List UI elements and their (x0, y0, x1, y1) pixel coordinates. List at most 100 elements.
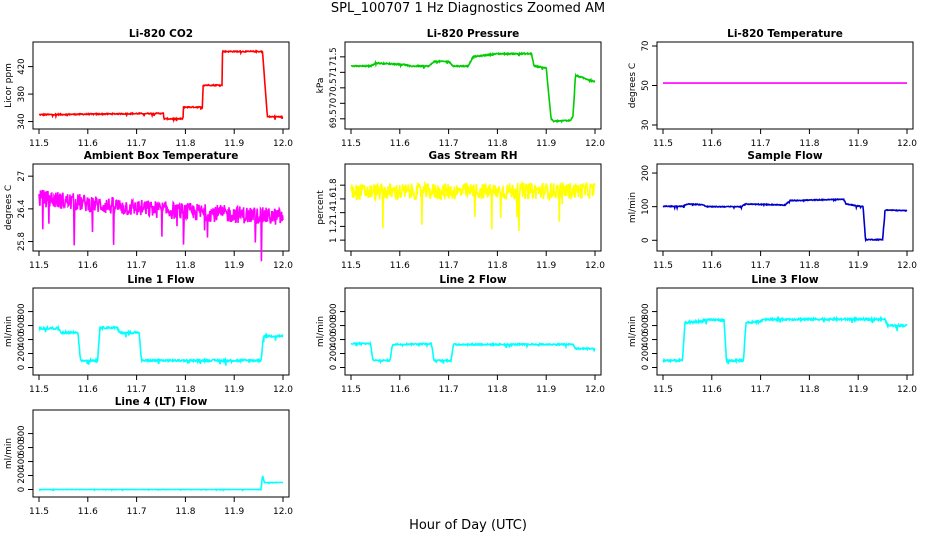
x-tick-label: 11.7 (439, 139, 459, 149)
chart-title: Ambient Box Temperature (84, 150, 239, 162)
x-tick-label: 11.8 (487, 261, 507, 271)
series-line (662, 315, 908, 365)
x-tick-label: 11.6 (78, 507, 98, 517)
chart-title: Line 1 Flow (127, 274, 194, 286)
series-line (350, 179, 596, 232)
x-tick-label: 11.7 (127, 261, 147, 271)
x-tick-label: 11.5 (341, 261, 361, 271)
x-tick-label: 11.6 (390, 261, 410, 271)
chart-title: Line 3 Flow (751, 274, 818, 286)
chart-panel: Sample Flow ml/min 11.5 11.6 11.7 11.8 11.9 12.… (628, 150, 917, 271)
x-tick-label: 11.6 (702, 139, 722, 149)
y-tick-label: 70 (329, 98, 339, 109)
y-tick-label: 200 (641, 345, 651, 361)
y-tick-label: 0 (17, 365, 27, 370)
x-tick-label: 11.5 (29, 139, 49, 149)
y-tick-label: 1.6 (329, 192, 339, 206)
chart-panel: Ambient Box Temperature degrees C 11.5 11.6… (4, 150, 293, 271)
y-tick-label: 800 (17, 425, 27, 441)
y-tick-label: 200 (17, 467, 27, 483)
plot-frame (344, 163, 602, 252)
x-tick-label: 11.8 (799, 139, 819, 149)
y-tick-label: 340 (17, 113, 27, 129)
x-tick-label: 12.0 (273, 507, 293, 517)
x-tick-label: 11.7 (439, 261, 459, 271)
y-tick-label: 25.8 (17, 232, 27, 251)
x-tick-label: 11.8 (799, 385, 819, 395)
x-tick-label: 11.6 (702, 385, 722, 395)
x-tick-label: 12.0 (897, 139, 917, 149)
x-tick-label: 11.7 (439, 385, 459, 395)
y-tick-label: 600 (329, 317, 339, 333)
plot-frame (32, 287, 290, 376)
y-tick-label: 71 (329, 67, 339, 78)
y-axis-label: degrees C (628, 63, 638, 108)
x-tick-label: 11.7 (127, 139, 147, 149)
series-line (38, 189, 284, 262)
series-line (350, 51, 596, 124)
x-tick-label: 12.0 (273, 261, 293, 271)
chart-panel: Li-820 CO2 Licor ppm 11.5 11.6 11.7 11.8 11.9 1… (4, 28, 293, 149)
series-line (662, 197, 908, 243)
y-tick-label: 27 (17, 171, 27, 182)
x-tick-label: 11.9 (536, 139, 556, 149)
x-tick-label: 11.6 (78, 139, 98, 149)
y-tick-label: 600 (641, 317, 651, 333)
y-tick-label: 0 (329, 365, 339, 370)
y-tick-label: 50 (641, 80, 651, 91)
x-tick-label: 11.5 (653, 139, 673, 149)
y-axis-label: ml/min (4, 438, 14, 469)
chart-panel: Line 4 (LT) Flow ml/min 11.5 11.6 11.7 11.8 11… (4, 396, 293, 517)
chart-title: Li-820 CO2 (129, 28, 193, 40)
plot-frame (32, 41, 290, 130)
y-tick-label: 69.5 (329, 109, 339, 128)
chart-panel: Li-820 Pressure kPa 11.5 11.6 11.7 11.8 11.9 12… (316, 28, 605, 149)
chart-title: Gas Stream RH (428, 150, 517, 162)
y-tick-label: 0 (641, 365, 651, 370)
figure-x-axis-label: Hour of Day (UTC) (409, 518, 527, 533)
x-tick-label: 12.0 (273, 139, 293, 149)
y-tick-label: 400 (17, 453, 27, 469)
y-tick-label: 1.4 (329, 206, 339, 220)
y-axis-label: percent (316, 190, 326, 225)
x-tick-label: 11.6 (390, 139, 410, 149)
x-tick-label: 12.0 (897, 385, 917, 395)
y-tick-label: 26.4 (17, 199, 27, 218)
y-tick-label: 400 (17, 331, 27, 347)
chart-title: Line 4 (LT) Flow (115, 396, 208, 408)
x-tick-label: 11.8 (487, 385, 507, 395)
series-line (38, 475, 284, 492)
plot-frame (344, 287, 602, 376)
x-tick-label: 11.5 (653, 385, 673, 395)
chart-panel: Li-820 Temperature degrees C 11.5 11.6 11.7 1… (628, 28, 917, 149)
x-tick-label: 11.9 (224, 139, 244, 149)
x-tick-label: 12.0 (897, 261, 917, 271)
y-tick-label: 71.5 (329, 47, 339, 66)
y-tick-label: 100 (641, 199, 651, 215)
y-axis-label: ml/min (628, 316, 638, 347)
x-tick-label: 11.7 (751, 139, 771, 149)
y-tick-label: 800 (641, 303, 651, 319)
y-tick-label: 70 (641, 41, 651, 52)
y-tick-label: 200 (329, 345, 339, 361)
figure-title: SPL_100707 1 Hz Diagnostics Zoomed AM (330, 1, 606, 16)
x-tick-label: 12.0 (585, 385, 605, 395)
y-tick-label: 380 (17, 86, 27, 102)
y-tick-label: 70.5 (329, 78, 339, 97)
x-tick-label: 11.9 (536, 385, 556, 395)
y-tick-label: 400 (329, 331, 339, 347)
x-tick-label: 11.5 (653, 261, 673, 271)
x-tick-label: 12.0 (585, 139, 605, 149)
x-tick-label: 11.5 (29, 261, 49, 271)
y-tick-label: 30 (641, 120, 651, 131)
x-tick-label: 11.9 (224, 261, 244, 271)
y-axis-label: kPa (316, 78, 326, 94)
chart-panel: Line 1 Flow ml/min 11.5 11.6 11.7 11.8 11.9 12.… (4, 274, 293, 395)
x-tick-label: 11.5 (341, 139, 361, 149)
x-tick-label: 11.7 (751, 261, 771, 271)
x-tick-label: 11.9 (224, 507, 244, 517)
x-tick-label: 11.6 (702, 261, 722, 271)
x-tick-label: 11.8 (175, 261, 195, 271)
x-tick-label: 11.7 (751, 385, 771, 395)
